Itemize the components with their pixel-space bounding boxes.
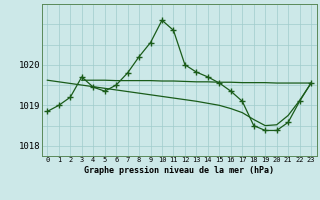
X-axis label: Graphe pression niveau de la mer (hPa): Graphe pression niveau de la mer (hPa): [84, 166, 274, 175]
